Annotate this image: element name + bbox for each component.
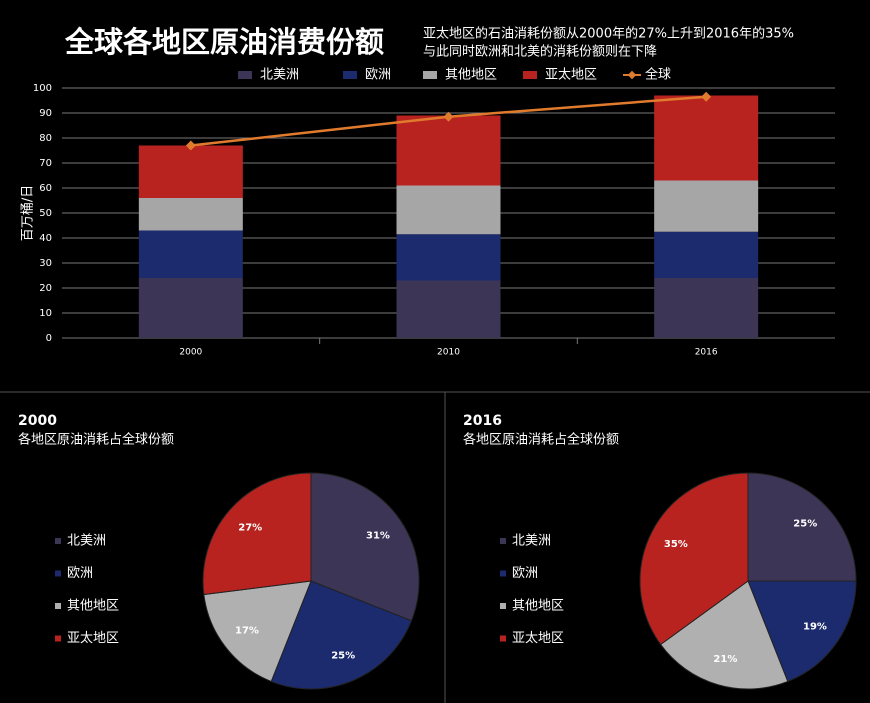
y-tick-label: 60	[39, 183, 52, 194]
legend-label: 北美洲	[67, 534, 106, 549]
pie-subtitle: 各地区原油消耗占全球份额	[18, 432, 174, 448]
chart-title: 全球各地区原油消费份额	[64, 25, 384, 59]
legend-label: 欧洲	[67, 566, 93, 581]
data-label: 25%	[793, 519, 817, 530]
data-label: 35%	[664, 539, 688, 550]
legend-label: 亚太地区	[67, 631, 119, 646]
legend-label: 北美洲	[512, 534, 551, 549]
legend-swatch	[55, 538, 61, 544]
pie-slice	[639, 472, 749, 646]
x-tick-label: 2010	[437, 348, 460, 358]
pie-title: 2000	[18, 413, 57, 429]
bar-segment	[138, 198, 243, 231]
y-tick-label: 80	[39, 133, 52, 144]
legend-swatch	[500, 538, 506, 544]
y-tick-label: 0	[46, 333, 52, 344]
legend-label: 其他地区	[445, 68, 497, 83]
legend-swatch	[500, 570, 506, 577]
legend-swatch	[423, 71, 437, 79]
data-label: 25%	[331, 650, 355, 661]
data-label: 27%	[238, 522, 262, 533]
bar-segment	[654, 95, 759, 181]
pie-slice	[202, 472, 312, 596]
y-tick-label: 50	[39, 208, 52, 219]
bar-segment	[396, 185, 501, 235]
y-tick-label: 10	[39, 308, 52, 319]
pie-slice	[203, 580, 312, 683]
legend-swatch	[500, 635, 506, 642]
bar-segment	[138, 278, 243, 338]
pie-subtitle: 各地区原油消耗占全球份额	[463, 432, 619, 448]
bar-segment	[396, 280, 501, 338]
legend-label: 欧洲	[365, 68, 391, 83]
legend-swatch	[343, 71, 357, 79]
legend-label: 全球	[645, 67, 671, 83]
pie-slice	[270, 580, 413, 690]
bar-segment	[396, 234, 501, 281]
bar-segment	[396, 115, 501, 186]
pie-slice	[747, 580, 857, 683]
subtitle: 与此同时欧洲和北美的消耗份额则在下降	[423, 44, 657, 60]
bar-segment	[654, 180, 759, 232]
y-axis-label: 百万桶/日	[21, 185, 36, 241]
legend-label: 欧洲	[512, 566, 538, 581]
legend-label: 其他地区	[67, 599, 119, 614]
legend-swatch	[523, 71, 537, 79]
x-tick-label: 2016	[695, 348, 718, 358]
pie-title: 2016	[463, 413, 502, 429]
y-tick-label: 30	[39, 258, 52, 269]
legend-label: 亚太地区	[545, 68, 597, 83]
bar-segment	[654, 278, 759, 338]
y-tick-label: 70	[39, 158, 52, 169]
legend-swatch	[55, 635, 61, 642]
y-tick-label: 40	[39, 233, 52, 244]
data-label: 17%	[235, 626, 259, 637]
legend-swatch	[55, 603, 61, 609]
data-label: 19%	[803, 622, 827, 633]
legend-swatch	[500, 603, 506, 609]
y-tick-label: 20	[39, 283, 52, 294]
subtitle: 亚太地区的石油消耗份额从2000年的27%上升到2016年的35%	[423, 26, 794, 42]
legend-swatch	[55, 570, 61, 577]
bar-segment	[138, 145, 243, 198]
line-marker	[701, 91, 712, 102]
x-tick-label: 2000	[179, 348, 202, 358]
pie-slice	[659, 580, 789, 690]
bar-segment	[138, 230, 243, 278]
data-label: 21%	[713, 654, 737, 665]
y-tick-label: 90	[39, 108, 52, 119]
legend-label: 北美洲	[260, 68, 299, 83]
bar-segment	[654, 231, 759, 278]
legend-label: 亚太地区	[512, 631, 564, 646]
y-tick-label: 100	[33, 83, 52, 94]
pie-slice	[747, 472, 857, 582]
data-label: 31%	[366, 530, 390, 541]
pie-slice	[310, 472, 420, 622]
legend-swatch	[238, 71, 252, 79]
legend-label: 其他地区	[512, 599, 564, 614]
line-marker	[185, 140, 196, 151]
